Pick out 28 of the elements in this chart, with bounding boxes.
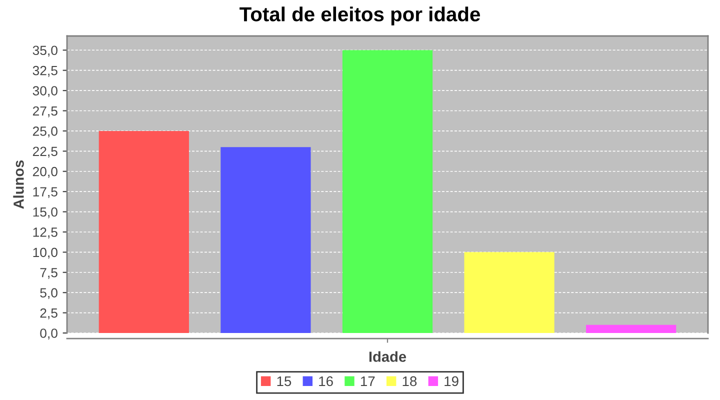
- y-tick-label: 17,5: [33, 187, 58, 198]
- legend-label: 16: [319, 376, 333, 386]
- y-tick-label: 25,0: [32, 126, 58, 138]
- bar: [220, 147, 311, 333]
- y-tick-label: 22,5: [32, 146, 58, 158]
- y-tick-label: 27,5: [32, 106, 58, 118]
- legend-label: 19: [444, 376, 458, 386]
- bar: [98, 130, 189, 333]
- bar: [464, 252, 554, 333]
- y-tick-label: 32,5: [32, 66, 58, 77]
- y-tick-label: 20,0: [32, 166, 58, 178]
- y-tick-label: 35,0: [32, 46, 58, 57]
- y-tick-label: 0,0: [40, 328, 58, 340]
- y-tick-label: 5,0: [40, 288, 58, 300]
- legend-label: 15: [277, 376, 292, 386]
- y-tick-label: 30,0: [32, 86, 58, 98]
- y-tick-label: 10,0: [33, 248, 58, 259]
- y-tick-label: 2,5: [40, 308, 58, 320]
- chart-title: Total de eleitos por idade: [240, 6, 480, 26]
- legend-label: 18: [402, 376, 417, 386]
- legend-label: 17: [360, 376, 375, 386]
- y-tick-label: 7,5: [40, 268, 58, 279]
- bar: [342, 50, 433, 333]
- y-tick-label: 12,5: [33, 228, 58, 238]
- y-tick-label: 15,0: [33, 207, 58, 218]
- x-axis-title: Idade: [369, 351, 406, 362]
- bar: [586, 324, 676, 333]
- y-axis-title: Alunos: [13, 160, 24, 209]
